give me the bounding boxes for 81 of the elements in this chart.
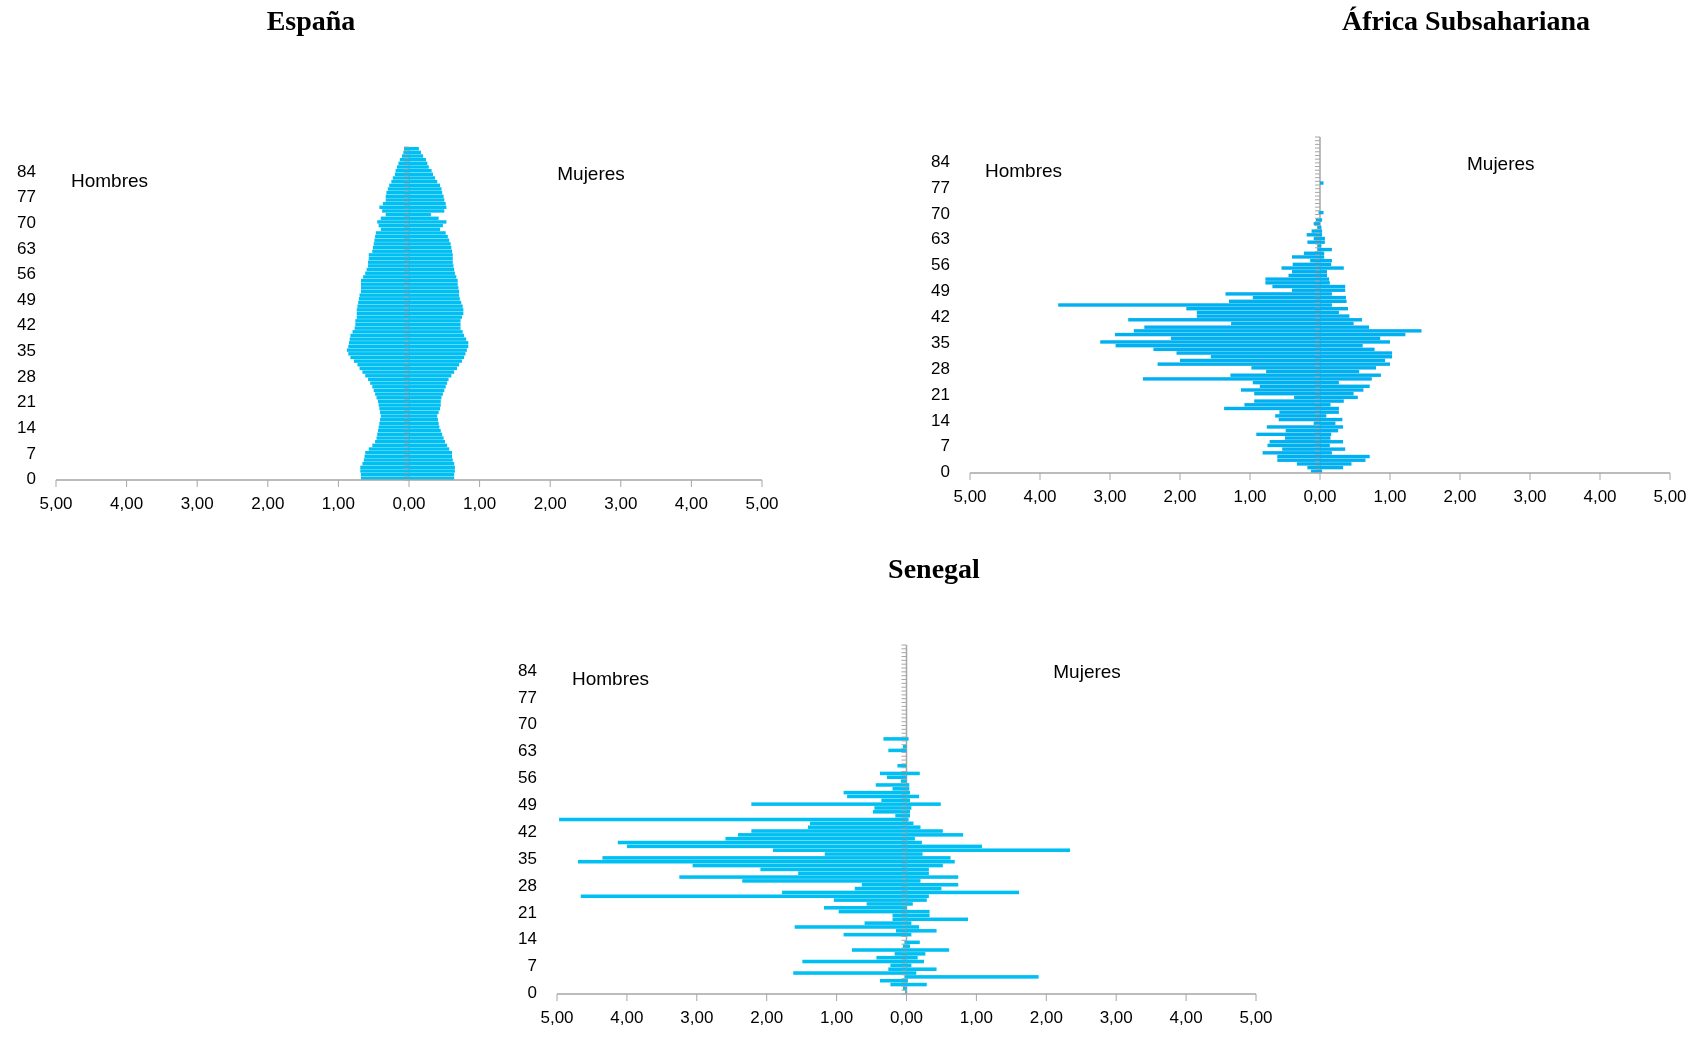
y-tick-label: 35 bbox=[931, 332, 950, 352]
y-tick-label: 28 bbox=[17, 366, 36, 386]
x-tick-label: 5,00 bbox=[953, 487, 987, 506]
y-tick-label: 14 bbox=[931, 410, 950, 430]
y-tick-label: 77 bbox=[931, 177, 950, 197]
x-tick-label: 1,00 bbox=[820, 1008, 854, 1027]
y-tick-label: 56 bbox=[518, 768, 537, 788]
x-tick-label: 3,00 bbox=[680, 1008, 714, 1027]
y-tick-label: 14 bbox=[17, 417, 36, 437]
y-tick-label: 42 bbox=[931, 307, 950, 327]
y-tick-label: 42 bbox=[518, 821, 537, 841]
y-tick-label: 7 bbox=[527, 956, 537, 976]
y-tick-label: 63 bbox=[17, 238, 36, 258]
x-tick-label: 4,00 bbox=[1023, 487, 1057, 506]
y-tick-label: 14 bbox=[518, 929, 537, 949]
y-tick-label: 84 bbox=[931, 151, 950, 171]
y-tick-label: 0 bbox=[527, 983, 537, 1003]
y-tick-label: 42 bbox=[17, 315, 36, 335]
x-tick-label: 4,00 bbox=[1583, 487, 1617, 506]
x-tick-label: 4,00 bbox=[610, 1008, 644, 1027]
y-tick-label: 70 bbox=[931, 203, 950, 223]
x-tick-label: 2,00 bbox=[1443, 487, 1477, 506]
chart-title: España bbox=[266, 5, 356, 36]
y-tick-label: 70 bbox=[17, 212, 36, 232]
y-tick-label: 77 bbox=[518, 687, 537, 707]
y-tick-label: 7 bbox=[26, 443, 36, 463]
y-tick-label: 84 bbox=[518, 660, 537, 680]
y-tick-label: 49 bbox=[17, 289, 36, 309]
annotation: Hombres bbox=[572, 668, 650, 689]
y-tick-label: 63 bbox=[931, 229, 950, 249]
y-tick-label: 56 bbox=[931, 255, 950, 275]
x-tick-label: 5,00 bbox=[1239, 1008, 1273, 1027]
x-tick-label: 5,00 bbox=[39, 494, 73, 513]
x-tick-label: 1,00 bbox=[1233, 487, 1267, 506]
x-tick-label: 2,00 bbox=[1163, 487, 1197, 506]
x-tick-label: 2,00 bbox=[533, 494, 567, 513]
y-tick-label: 56 bbox=[17, 264, 36, 284]
x-tick-label: 0,00 bbox=[1303, 487, 1337, 506]
y-tick-label: 28 bbox=[931, 358, 950, 378]
y-tick-label: 63 bbox=[518, 741, 537, 761]
y-tick-label: 21 bbox=[931, 384, 950, 404]
annotation: Mujeres bbox=[1467, 153, 1535, 174]
x-tick-label: 0,00 bbox=[889, 1008, 924, 1027]
annotation: Hombres bbox=[985, 160, 1063, 181]
annotation: Mujeres bbox=[557, 163, 625, 184]
y-tick-label: 0 bbox=[940, 462, 950, 482]
chart-title: África Subsahariana bbox=[1341, 5, 1591, 36]
x-tick-label: 2,00 bbox=[750, 1008, 784, 1027]
x-tick-label: 3,00 bbox=[604, 494, 638, 513]
y-tick-label: 84 bbox=[17, 161, 36, 181]
y-tick-label: 0 bbox=[26, 469, 36, 489]
x-tick-label: 1,00 bbox=[1373, 487, 1407, 506]
x-tick-label: 5,00 bbox=[1653, 487, 1687, 506]
x-tick-label: 5,00 bbox=[745, 494, 779, 513]
x-tick-label: 1,00 bbox=[959, 1008, 993, 1027]
x-tick-label: 4,00 bbox=[674, 494, 708, 513]
y-tick-label: 28 bbox=[518, 875, 537, 895]
y-tick-label: 21 bbox=[518, 902, 537, 922]
x-tick-label: 3,00 bbox=[1099, 1008, 1133, 1027]
x-tick-label: 4,00 bbox=[1169, 1008, 1203, 1027]
chart-title: Senegal bbox=[888, 553, 981, 584]
x-tick-label: 2,00 bbox=[251, 494, 285, 513]
x-tick-label: 1,00 bbox=[321, 494, 355, 513]
x-tick-label: 5,00 bbox=[540, 1008, 574, 1027]
y-tick-label: 70 bbox=[518, 714, 537, 734]
x-tick-label: 1,00 bbox=[463, 494, 497, 513]
x-tick-label: 4,00 bbox=[110, 494, 144, 513]
y-tick-label: 21 bbox=[17, 392, 36, 412]
annotation: Hombres bbox=[71, 170, 149, 191]
annotation: Mujeres bbox=[1053, 661, 1121, 682]
x-tick-label: 0,00 bbox=[392, 494, 426, 513]
x-tick-label: 3,00 bbox=[1093, 487, 1127, 506]
x-tick-label: 2,00 bbox=[1029, 1008, 1063, 1027]
y-tick-label: 49 bbox=[931, 281, 950, 301]
y-tick-label: 77 bbox=[17, 187, 36, 207]
y-tick-label: 35 bbox=[17, 341, 36, 361]
x-tick-label: 3,00 bbox=[1513, 487, 1547, 506]
x-tick-label: 3,00 bbox=[180, 494, 214, 513]
y-tick-label: 7 bbox=[940, 436, 950, 456]
y-tick-label: 35 bbox=[518, 848, 537, 868]
y-tick-label: 49 bbox=[518, 795, 537, 815]
